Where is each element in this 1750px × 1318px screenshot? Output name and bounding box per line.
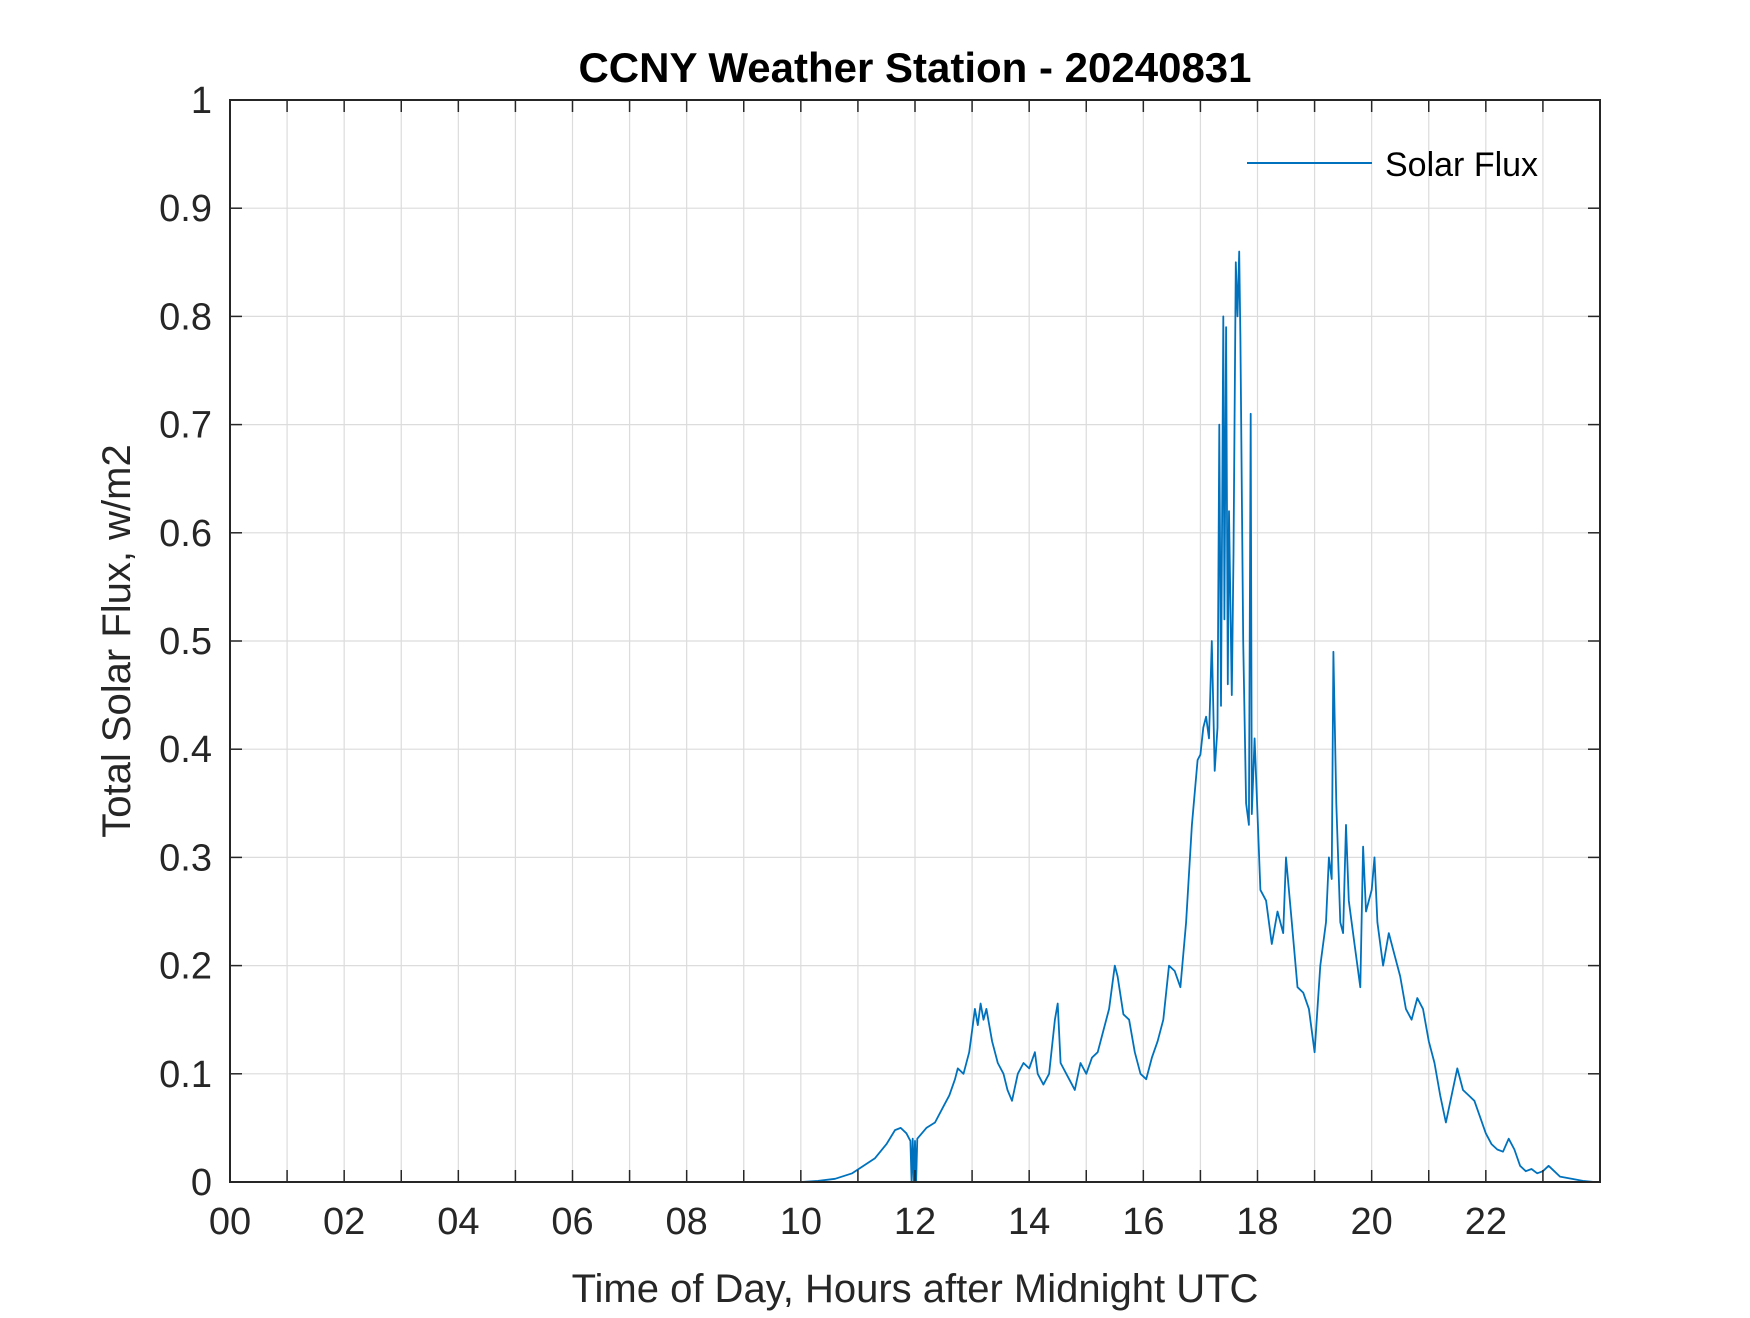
x-tick-label: 16 xyxy=(1122,1201,1164,1243)
grid-layer xyxy=(230,100,1600,1182)
y-tick-label: 0.9 xyxy=(159,188,212,230)
y-tick-label: 1 xyxy=(191,80,212,122)
x-tick-label: 20 xyxy=(1351,1201,1393,1243)
x-tick-label: 02 xyxy=(323,1201,365,1243)
y-tick-label: 0.4 xyxy=(159,729,212,771)
legend: Solar Flux xyxy=(1247,146,1538,184)
series-line-solar-flux xyxy=(230,250,1595,1183)
x-tick-label: 00 xyxy=(209,1201,251,1243)
series-layer xyxy=(230,250,1595,1183)
y-tick-label: 0.7 xyxy=(159,405,212,447)
tick-layer: 00 02 04 06 08 10 12 14 16 18 20 22 0 0.1 0.2 0.3 0.4 0.5… xyxy=(159,80,1600,1243)
x-tick-label: 12 xyxy=(894,1201,936,1243)
x-tick-label: 22 xyxy=(1465,1201,1507,1243)
y-tick-label: 0 xyxy=(191,1162,212,1204)
y-tick-label: 0.2 xyxy=(159,946,212,988)
x-tick-label: 18 xyxy=(1236,1201,1278,1243)
x-tick-label: 06 xyxy=(551,1201,593,1243)
y-tick-label: 0.6 xyxy=(159,513,212,555)
y-axis-label: Total Solar Flux, w/m2 xyxy=(95,444,139,837)
x-tick-label: 14 xyxy=(1008,1201,1050,1243)
y-tick-label: 0.8 xyxy=(159,296,212,338)
y-tick-label: 0.5 xyxy=(159,621,212,663)
chart-title: CCNY Weather Station - 20240831 xyxy=(578,44,1251,91)
y-tick-label: 0.3 xyxy=(159,837,212,879)
x-tick-label: 04 xyxy=(437,1201,479,1243)
x-axis-label: Time of Day, Hours after Midnight UTC xyxy=(572,1267,1259,1311)
x-tick-label: 08 xyxy=(666,1201,708,1243)
legend-label-solar-flux: Solar Flux xyxy=(1385,146,1538,184)
y-tick-label: 0.1 xyxy=(159,1054,212,1096)
x-tick-label: 10 xyxy=(780,1201,822,1243)
